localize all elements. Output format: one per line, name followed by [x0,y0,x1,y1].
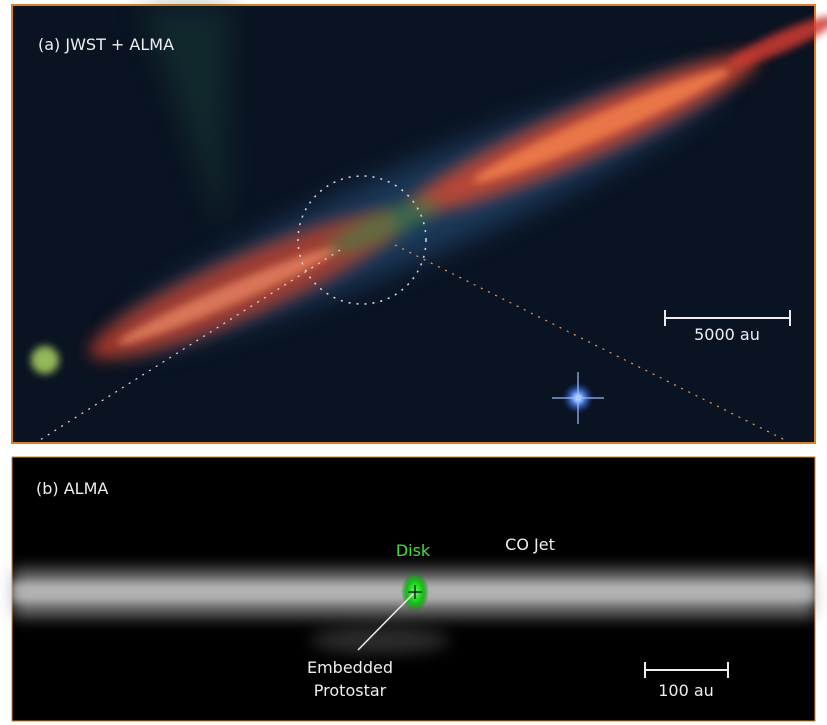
disk-label: Disk [396,541,431,560]
scale-bar: 100 au [644,662,729,700]
zoom-line [394,244,786,441]
pointer [357,593,414,651]
glow [140,5,230,240]
scale-bar: 5000 au [664,310,791,344]
panel-label: (a) JWST + ALMA [38,35,174,54]
panel-a: (a) JWST + ALMA 5000 au [11,4,827,444]
bright-source [31,346,59,374]
jet-label: CO Jet [505,535,555,554]
scale-bar-label: 100 au [658,681,714,700]
protostar-label: Protostar [314,681,387,700]
jet [89,15,827,359]
protostar-label: Embedded [307,658,393,677]
panel-b: (b) ALMA Disk CO Jet Embedded Protostar … [11,456,816,722]
panel-label: (b) ALMA [36,479,108,498]
co-outflow [310,626,450,654]
scale-bar-label: 5000 au [694,325,760,344]
zoom-line [39,249,341,441]
zoom-circle [297,175,427,305]
star [552,372,604,424]
